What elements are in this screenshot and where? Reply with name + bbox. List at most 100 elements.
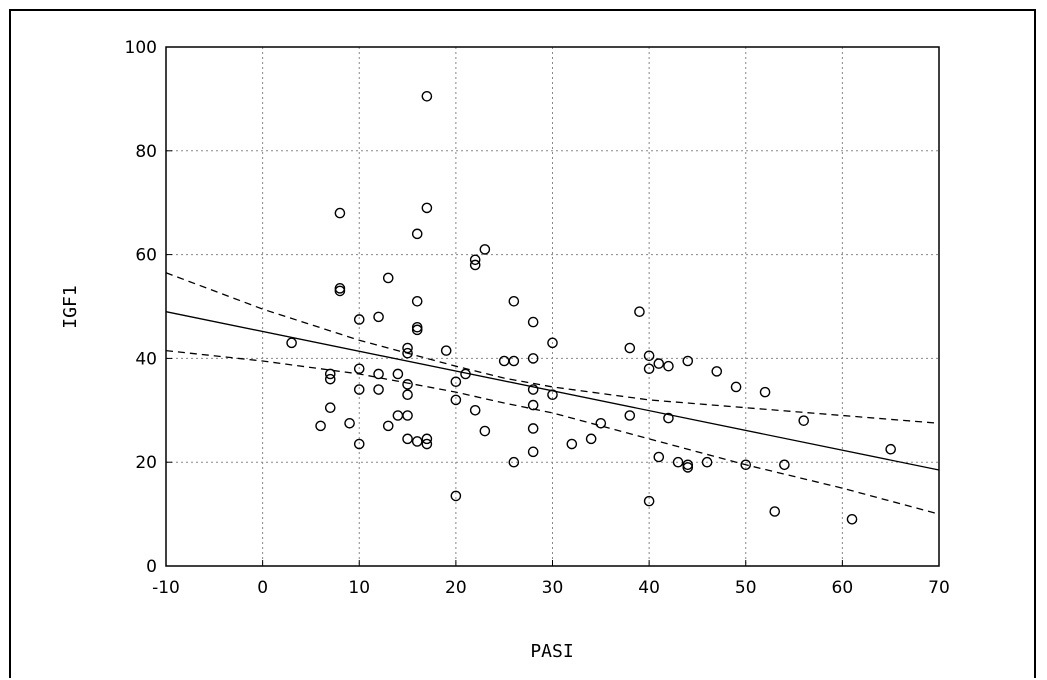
data-point xyxy=(759,386,771,398)
data-point xyxy=(324,368,336,380)
data-point xyxy=(508,355,520,367)
data-point xyxy=(334,285,346,297)
data-point xyxy=(402,347,413,359)
data-point xyxy=(469,404,481,416)
y-tick-label: 0 xyxy=(146,557,157,577)
data-point xyxy=(382,420,394,432)
x-tick-label: 70 xyxy=(928,578,950,598)
data-point xyxy=(846,513,858,525)
confidence-band-lower xyxy=(165,349,940,515)
data-point xyxy=(585,433,597,445)
data-point xyxy=(711,366,723,377)
data-point xyxy=(450,394,462,406)
figure-frame xyxy=(9,9,1036,678)
data-point xyxy=(421,202,433,214)
regression-line xyxy=(165,311,940,471)
data-point xyxy=(411,228,423,240)
data-point xyxy=(643,350,655,362)
x-tick-label: 20 xyxy=(445,578,467,598)
x-tick-label: 60 xyxy=(832,578,854,598)
data-point xyxy=(740,459,752,471)
data-point xyxy=(527,316,539,328)
y-tick-label: 80 xyxy=(135,142,157,162)
data-point xyxy=(353,384,365,395)
data-point xyxy=(324,402,336,414)
data-point xyxy=(411,296,423,307)
data-point xyxy=(682,355,694,367)
data-point xyxy=(547,389,558,401)
y-tick-label: 60 xyxy=(135,246,157,266)
data-points xyxy=(286,91,896,525)
data-point xyxy=(334,207,346,219)
data-point xyxy=(382,272,394,284)
data-point xyxy=(595,417,607,429)
data-point xyxy=(885,443,896,455)
data-point xyxy=(682,462,694,473)
data-point xyxy=(624,410,636,421)
x-tick-label: 40 xyxy=(638,578,660,598)
data-point xyxy=(634,306,645,317)
x-tick-label: -10 xyxy=(152,578,180,598)
data-point xyxy=(373,311,384,323)
data-point xyxy=(730,381,742,393)
data-point xyxy=(421,438,433,450)
x-axis-label: PASI xyxy=(530,641,573,662)
data-point xyxy=(402,342,413,354)
data-point xyxy=(450,490,462,502)
data-point xyxy=(392,368,404,380)
data-point xyxy=(344,417,355,429)
y-tick-label: 20 xyxy=(135,453,157,473)
data-point xyxy=(769,506,781,517)
data-point xyxy=(672,456,684,468)
data-point xyxy=(421,91,433,102)
x-tick-label: 0 xyxy=(257,578,268,598)
data-point xyxy=(798,415,810,426)
x-tick-label: 50 xyxy=(735,578,757,598)
data-point xyxy=(508,456,520,468)
data-point xyxy=(353,363,365,375)
x-tick-label: 10 xyxy=(348,578,370,598)
data-point xyxy=(353,438,365,450)
data-point xyxy=(547,337,558,349)
data-point xyxy=(701,456,713,468)
data-point xyxy=(653,358,665,369)
data-point xyxy=(402,433,413,445)
data-point xyxy=(566,438,578,450)
data-point xyxy=(498,355,510,367)
data-point xyxy=(479,244,491,255)
data-point xyxy=(411,436,423,447)
data-point xyxy=(663,412,674,424)
data-point xyxy=(392,410,404,421)
data-point xyxy=(663,360,674,372)
data-point xyxy=(779,459,790,471)
data-point xyxy=(324,373,336,385)
data-point xyxy=(643,363,655,375)
data-point xyxy=(469,259,481,271)
data-point xyxy=(402,389,413,401)
y-tick-label: 40 xyxy=(135,349,157,369)
grid-lines xyxy=(166,47,939,566)
y-axis-label: IGF1 xyxy=(60,285,81,328)
y-tick-label: 100 xyxy=(125,38,157,58)
data-point xyxy=(527,423,539,434)
data-point xyxy=(373,384,384,395)
data-point xyxy=(450,376,462,388)
data-point xyxy=(624,342,636,354)
data-point xyxy=(402,410,413,421)
data-point xyxy=(527,353,539,364)
data-point xyxy=(353,314,365,325)
data-point xyxy=(373,368,384,380)
data-point xyxy=(527,384,539,395)
data-point xyxy=(469,254,481,266)
data-point xyxy=(508,296,520,307)
data-point xyxy=(527,399,539,411)
data-point xyxy=(653,451,665,463)
data-point xyxy=(411,324,423,336)
data-point xyxy=(479,425,491,437)
data-point xyxy=(440,345,452,356)
regression-lines xyxy=(165,272,940,515)
data-point xyxy=(286,337,297,349)
data-point xyxy=(460,368,471,380)
data-point xyxy=(315,420,326,432)
